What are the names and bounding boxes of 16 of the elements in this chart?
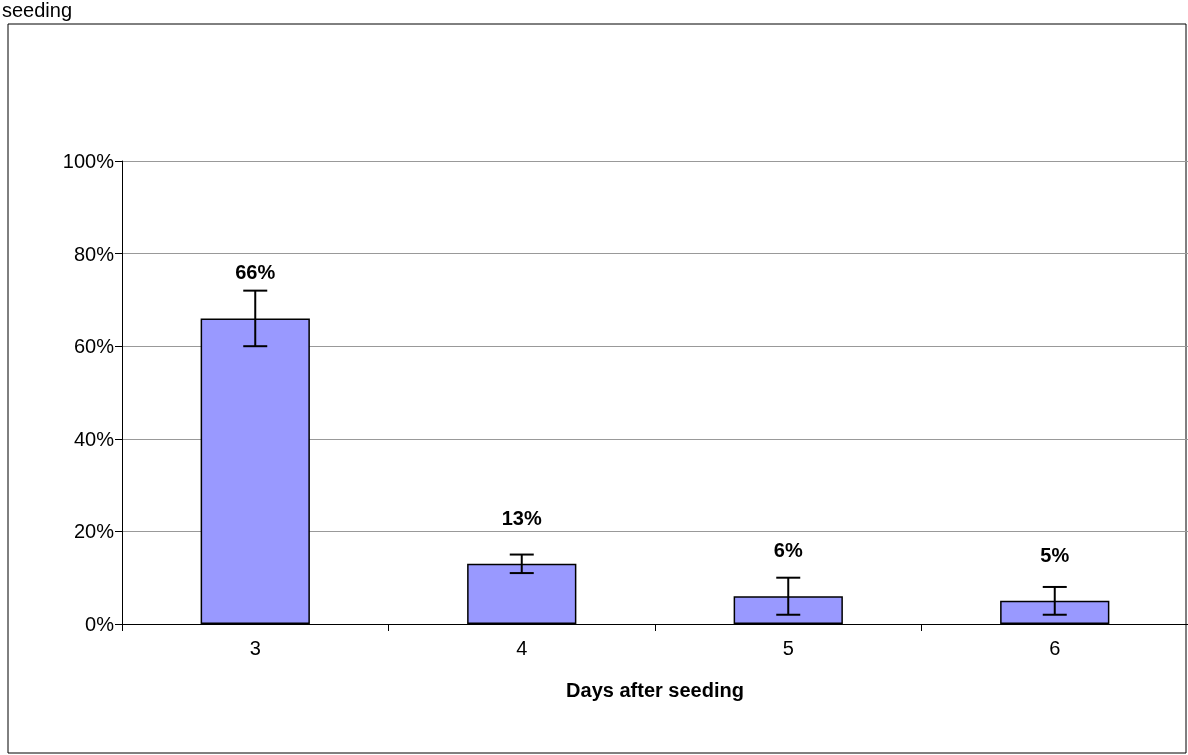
x-tick-label: 4 [516, 637, 528, 659]
text: seeding [2, 0, 73, 21]
x-axis-title: Days after seeding [566, 679, 744, 701]
y-tick-label: 40% [73, 427, 115, 450]
y-tick-label: 80% [73, 242, 115, 265]
y-tick-label: 20% [73, 520, 115, 543]
data-label: 13% [501, 506, 542, 529]
x-tick-label: 3 [249, 637, 261, 659]
y-tick-label: 60% [73, 335, 115, 358]
data-label: 6% [773, 539, 803, 562]
data-label: 5% [1040, 543, 1070, 566]
data-label: 66% [235, 261, 276, 284]
x-tick-label: 5 [782, 637, 794, 659]
x-tick-label: 6 [1049, 637, 1061, 659]
y-tick-label: 100% [62, 150, 115, 172]
y-tick-label: 0% [85, 613, 115, 635]
